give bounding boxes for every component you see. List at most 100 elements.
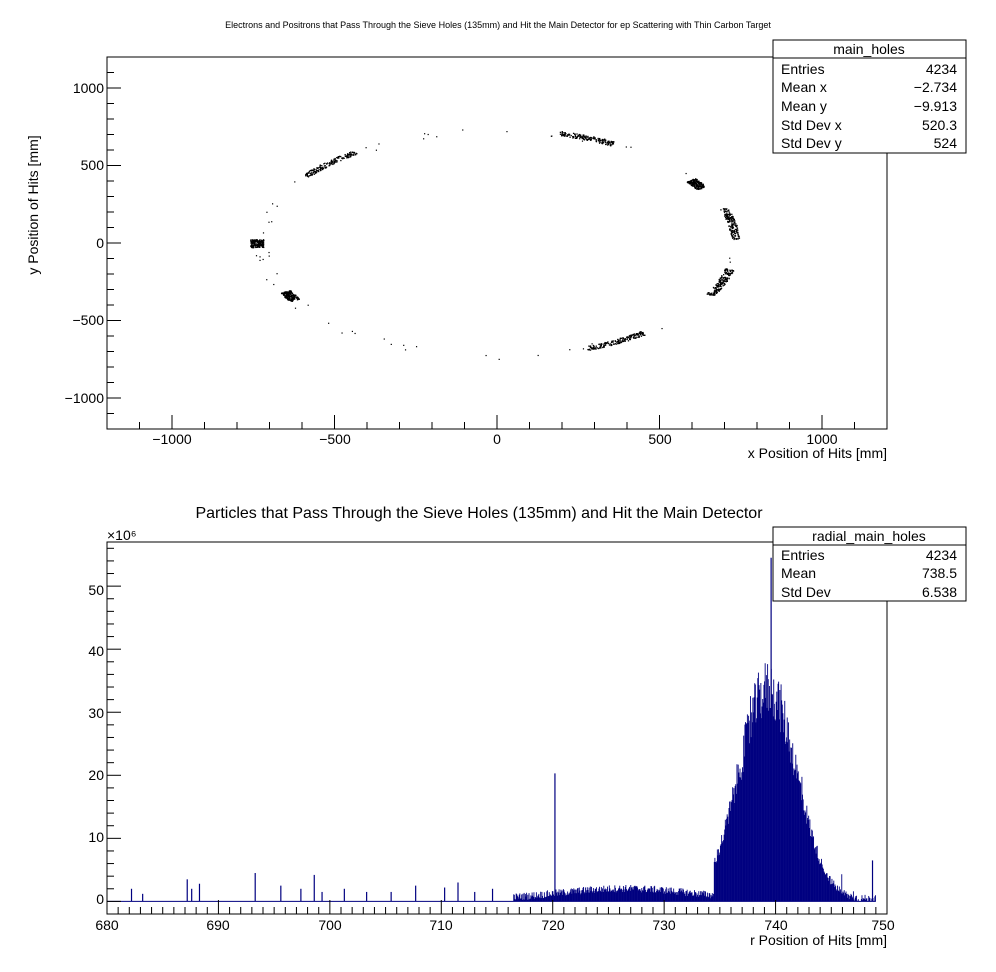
- scatter-point: [255, 255, 258, 257]
- scatter-point: [581, 137, 583, 140]
- scatter-point: [731, 215, 734, 218]
- scatter-point: [725, 214, 727, 216]
- scatter-point: [608, 140, 610, 142]
- scatter-point: [313, 168, 315, 170]
- scatter-point: [738, 237, 741, 239]
- scatter-point: [640, 333, 642, 335]
- scatter-point: [588, 349, 591, 351]
- scatter-point: [332, 162, 334, 164]
- scatter-point: [699, 185, 701, 187]
- scatter-point: [290, 293, 292, 296]
- scatter-point: [734, 220, 736, 222]
- scatter-point: [728, 221, 730, 223]
- scatter-point: [308, 170, 310, 173]
- scatter-point: [621, 340, 623, 342]
- scatter-point: [316, 170, 318, 172]
- scatter-point: [415, 346, 418, 348]
- scatter-point: [614, 340, 617, 342]
- scatter-point: [597, 347, 600, 350]
- scatter-point: [626, 337, 628, 339]
- scatter-point: [579, 136, 582, 138]
- scatter-point: [694, 185, 696, 187]
- scatter-point: [332, 163, 334, 166]
- scatter-point: [730, 224, 733, 226]
- scatter-point: [732, 226, 734, 228]
- scatter-stats-box: main_holes Entries 4234 Mean x −2.734 Me…: [772, 39, 967, 154]
- scatter-point: [378, 143, 380, 145]
- scatter-point: [635, 337, 637, 339]
- scatter-point: [713, 292, 716, 295]
- scatter-point: [717, 286, 719, 288]
- scatter-point: [257, 240, 259, 242]
- scatter-point: [310, 174, 312, 177]
- scatter-point: [321, 167, 323, 169]
- histogram-y-tick-labels: 0 10 20 30 40 50: [88, 582, 104, 907]
- scatter-point: [722, 279, 725, 281]
- stats-value: 520.3: [922, 117, 957, 133]
- scatter-point: [737, 231, 739, 234]
- scatter-point: [583, 138, 585, 140]
- scatter-point: [305, 175, 307, 177]
- x-tick-label: 750: [871, 917, 895, 933]
- scatter-point: [728, 216, 730, 218]
- scatter-point: [288, 295, 290, 297]
- scatter-point: [250, 240, 252, 242]
- scatter-point: [700, 186, 702, 189]
- scatter-point: [298, 298, 300, 300]
- scatter-point: [709, 293, 711, 296]
- scatter-point: [603, 345, 606, 347]
- histogram-stats-box: radial_main_holes Entries 4234 Mean 738.…: [772, 526, 967, 602]
- scatter-panel: Electrons and Positrons that Pass Throug…: [25, 20, 967, 461]
- scatter-point: [318, 170, 320, 173]
- scatter-point: [710, 292, 712, 295]
- scatter-point: [607, 342, 610, 345]
- scatter-point: [699, 182, 701, 184]
- scatter-point: [283, 291, 286, 293]
- scatter-point: [628, 335, 630, 337]
- scatter-point: [600, 139, 602, 142]
- scatter-point: [695, 184, 697, 186]
- scatter-point: [723, 208, 726, 211]
- scatter-point: [697, 180, 699, 183]
- scatter-point: [293, 294, 295, 296]
- scatter-point: [259, 242, 261, 245]
- scatter-point: [498, 358, 500, 360]
- scatter-point: [260, 244, 262, 247]
- scatter-point: [271, 221, 273, 223]
- scatter-point: [731, 270, 734, 272]
- scatter-point: [575, 137, 577, 139]
- scatter-point: [633, 333, 636, 335]
- scatter-point: [589, 349, 592, 351]
- scatter-point: [331, 160, 333, 163]
- scatter-point: [330, 160, 332, 163]
- scatter-point: [718, 280, 721, 282]
- scatter-point: [462, 129, 464, 131]
- scatter-point: [618, 342, 620, 345]
- scatter-point: [566, 135, 568, 137]
- scatter-point: [319, 167, 322, 170]
- scatter-point: [292, 296, 294, 298]
- scatter-point: [341, 332, 343, 334]
- scatter-point: [728, 213, 730, 215]
- scatter-point: [737, 235, 740, 238]
- scatter-point: [310, 172, 313, 174]
- scatter-point: [636, 333, 638, 335]
- scatter-point: [255, 241, 258, 243]
- scatter-point: [612, 340, 614, 342]
- scatter-point: [600, 345, 602, 347]
- scatter-point: [729, 272, 731, 275]
- scatter-point: [736, 232, 738, 234]
- scatter-point: [608, 344, 611, 346]
- scatter-point: [695, 180, 698, 182]
- scatter-point: [721, 278, 723, 280]
- scatter-point: [630, 335, 633, 338]
- scatter-point: [733, 237, 735, 239]
- stats-value: −2.734: [914, 79, 957, 95]
- scatter-point: [284, 295, 286, 297]
- scatter-point: [290, 290, 292, 292]
- scatter-point: [725, 272, 727, 274]
- scatter-point: [603, 343, 605, 345]
- scatter-point: [259, 240, 262, 242]
- scatter-point: [719, 277, 722, 279]
- scatter-point: [612, 341, 614, 343]
